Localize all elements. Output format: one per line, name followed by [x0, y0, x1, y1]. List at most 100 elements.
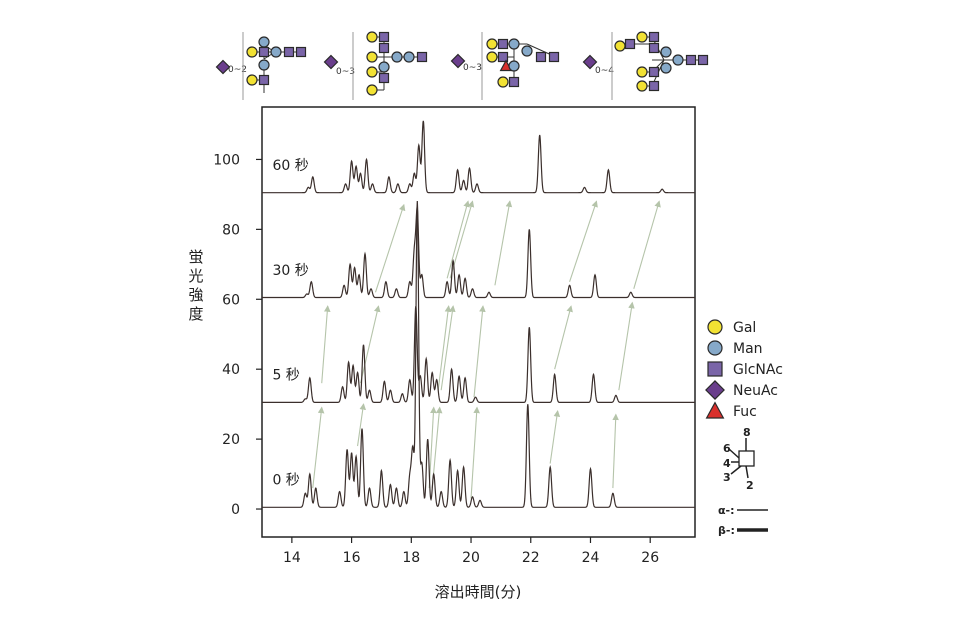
man-symbol	[258, 36, 270, 48]
gal-symbol	[366, 51, 378, 63]
man-symbol	[508, 38, 520, 50]
glycan-structures-header: 0~2 0~3 0~3 0~4	[215, 31, 709, 100]
neuac-symbol	[215, 59, 231, 75]
shift-arrow	[612, 413, 619, 489]
fuc-legend-symbol	[705, 401, 725, 419]
legend-label: Man	[733, 341, 763, 357]
glcnac-symbol	[258, 74, 270, 86]
y-axis-title-char: 強	[188, 286, 203, 304]
glcnac-symbol	[535, 51, 547, 63]
legend-label: NeuAc	[733, 383, 778, 399]
shift-arrow	[549, 410, 561, 464]
linkage-position-label: 3	[723, 471, 731, 484]
glcnac-symbol	[648, 31, 660, 43]
shift-arrow	[473, 305, 486, 398]
man-legend-symbol	[707, 340, 723, 356]
shift-arrow	[374, 203, 406, 293]
series-label: 30 秒	[272, 263, 308, 279]
glycan-count-label: 0~4	[595, 66, 614, 76]
linkage-position-label: 2	[746, 479, 754, 492]
y-tick-label: 0	[231, 502, 240, 518]
glcnac-symbol	[508, 76, 520, 88]
shift-arrow	[618, 301, 635, 391]
series-label: 60 秒	[272, 158, 308, 174]
shift-arrow	[321, 305, 331, 384]
series-trace	[262, 200, 695, 508]
man-symbol	[391, 51, 403, 63]
legend-label: GlcNAc	[733, 362, 783, 378]
x-tick-label: 26	[641, 550, 659, 566]
y-tick-label: 20	[222, 432, 240, 448]
x-tick-label: 20	[462, 550, 480, 566]
glcnac-symbol	[258, 46, 270, 58]
x-tick-label: 14	[283, 550, 301, 566]
gal-legend-symbol	[707, 319, 723, 335]
series-trace	[262, 306, 695, 403]
shift-arrow	[440, 305, 456, 391]
linkage-position-label: 8	[743, 426, 751, 439]
linkage-position-label: 6	[723, 442, 731, 455]
glcnac-symbol	[548, 51, 560, 63]
gal-symbol	[246, 46, 258, 58]
y-axis-title: 蛍光強度	[188, 248, 203, 323]
glycan-count-label: 0~2	[228, 65, 247, 75]
man-symbol	[258, 59, 270, 71]
legend-label: Fuc	[733, 404, 757, 420]
y-tick-label: 80	[222, 222, 240, 238]
shift-arrow	[470, 406, 480, 499]
glcnac-symbol	[497, 38, 509, 50]
y-axis-title-char: 度	[188, 305, 203, 323]
linkage-key: 68 43 2 α-: β-:	[718, 426, 768, 537]
gal-symbol	[497, 76, 509, 88]
glcnac-symbol	[624, 38, 636, 50]
legend: Gal Man GlcNAc NeuAc Fuc	[705, 319, 783, 420]
glcnac-symbol	[378, 31, 390, 43]
man-symbol	[270, 46, 282, 58]
glycan-count-label: 0~3	[463, 63, 482, 73]
shift-arrow	[357, 403, 367, 447]
man-symbol	[521, 45, 533, 57]
glcnac-symbol	[416, 51, 428, 63]
y-axis-title-char: 蛍	[188, 248, 203, 266]
linkage-square	[738, 450, 755, 467]
shift-arrows	[312, 200, 661, 499]
gal-symbol	[636, 66, 648, 78]
glcnac-symbol	[283, 46, 295, 58]
plot-frame	[261, 106, 696, 538]
x-tick-label: 22	[522, 550, 540, 566]
gal-symbol	[486, 51, 498, 63]
x-tick-label: 18	[402, 550, 420, 566]
man-symbol	[508, 60, 520, 72]
x-tick-label: 16	[343, 550, 361, 566]
glycan-count-label: 0~3	[336, 67, 355, 77]
linkage-line	[745, 465, 749, 479]
glcnac-symbol	[378, 42, 390, 54]
glcnac-symbol	[648, 66, 660, 78]
glcnac-symbol	[648, 80, 660, 92]
shift-arrow	[569, 200, 598, 282]
series-trace	[262, 207, 695, 299]
glcnac-symbol	[497, 51, 509, 63]
series-labels: 0 秒 5 秒 30 秒 60 秒	[272, 158, 308, 489]
man-symbol	[403, 51, 415, 63]
y-axis-title-char: 光	[188, 267, 203, 285]
shift-arrow	[360, 305, 381, 384]
gal-symbol	[486, 38, 498, 50]
neuac-legend-symbol	[705, 380, 725, 400]
man-symbol	[660, 62, 672, 74]
gal-symbol	[366, 66, 378, 78]
man-symbol	[672, 54, 684, 66]
gal-symbol	[614, 40, 626, 52]
gal-symbol	[366, 84, 378, 96]
glcnac-symbol	[685, 54, 697, 66]
gal-symbol	[246, 74, 258, 86]
shift-arrow	[312, 406, 325, 489]
neuac-symbol	[450, 53, 466, 69]
y-axis: 0 20 40 60 80 100	[213, 152, 262, 518]
x-axis: 14 16 18 20 22 24 26	[283, 537, 659, 566]
glcnac-legend-symbol	[707, 361, 723, 377]
chromatogram-traces	[262, 120, 695, 508]
x-tick-label: 24	[582, 550, 600, 566]
gal-symbol	[636, 31, 648, 43]
